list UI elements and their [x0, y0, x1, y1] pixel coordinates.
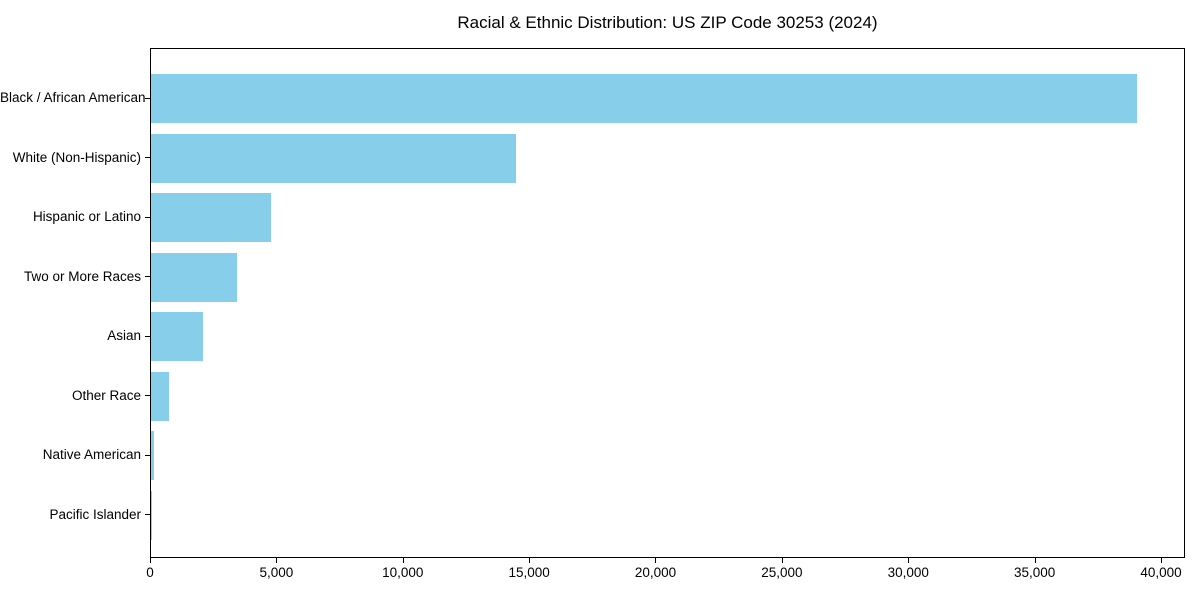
x-axis-tick: [529, 558, 531, 563]
x-axis-tick: [1034, 558, 1036, 563]
y-axis-label: Hispanic or Latino: [32, 209, 141, 225]
x-axis-tick-label: 5,000: [259, 565, 294, 580]
x-axis-tick: [402, 558, 404, 563]
x-axis-tick-label: 35,000: [1013, 565, 1056, 580]
y-axis-label: Other Race: [71, 387, 141, 403]
bar: [151, 252, 237, 302]
y-axis-label: White (Non-Hispanic): [12, 149, 141, 165]
x-axis-tick: [655, 558, 657, 563]
y-axis-tick: [145, 335, 150, 337]
y-axis-label: Black / African American: [0, 90, 146, 105]
bar: [151, 431, 154, 481]
x-axis-tick-label: 30,000: [887, 565, 929, 580]
y-axis-tick: [145, 514, 150, 516]
bar: [151, 133, 517, 183]
y-axis-tick: [145, 157, 150, 159]
chart-title: Racial & Ethnic Distribution: US ZIP Cod…: [457, 13, 878, 32]
bar: [151, 193, 272, 243]
x-axis-tick: [908, 558, 910, 563]
x-axis-tick-label: 20,000: [634, 565, 677, 580]
y-axis-label: Two or More Races: [23, 268, 141, 284]
y-axis-label: Pacific Islander: [49, 506, 141, 522]
x-axis-tick-label: 0: [146, 565, 154, 580]
y-axis-tick: [145, 216, 150, 218]
x-axis-tick: [781, 558, 783, 563]
bar: [151, 312, 203, 362]
bar: [151, 371, 169, 421]
x-axis-tick: [276, 558, 278, 563]
x-axis-tick-label: 15,000: [508, 565, 550, 580]
y-axis-tick: [145, 395, 150, 397]
bar: [151, 74, 1137, 123]
y-axis-tick: [145, 276, 150, 278]
bar: [151, 490, 152, 540]
x-axis-tick-label: 25,000: [761, 565, 803, 580]
x-axis-tick-label: 40,000: [1140, 565, 1182, 580]
y-axis-label: Asian: [107, 328, 141, 344]
y-axis-tick: [145, 97, 150, 99]
x-axis-tick-label: 10,000: [382, 565, 424, 580]
y-axis-tick: [145, 454, 150, 456]
x-axis-tick: [150, 558, 151, 563]
plot-area: [150, 48, 1185, 558]
y-axis-label: Native American: [42, 447, 141, 463]
x-axis-tick: [1160, 558, 1162, 563]
